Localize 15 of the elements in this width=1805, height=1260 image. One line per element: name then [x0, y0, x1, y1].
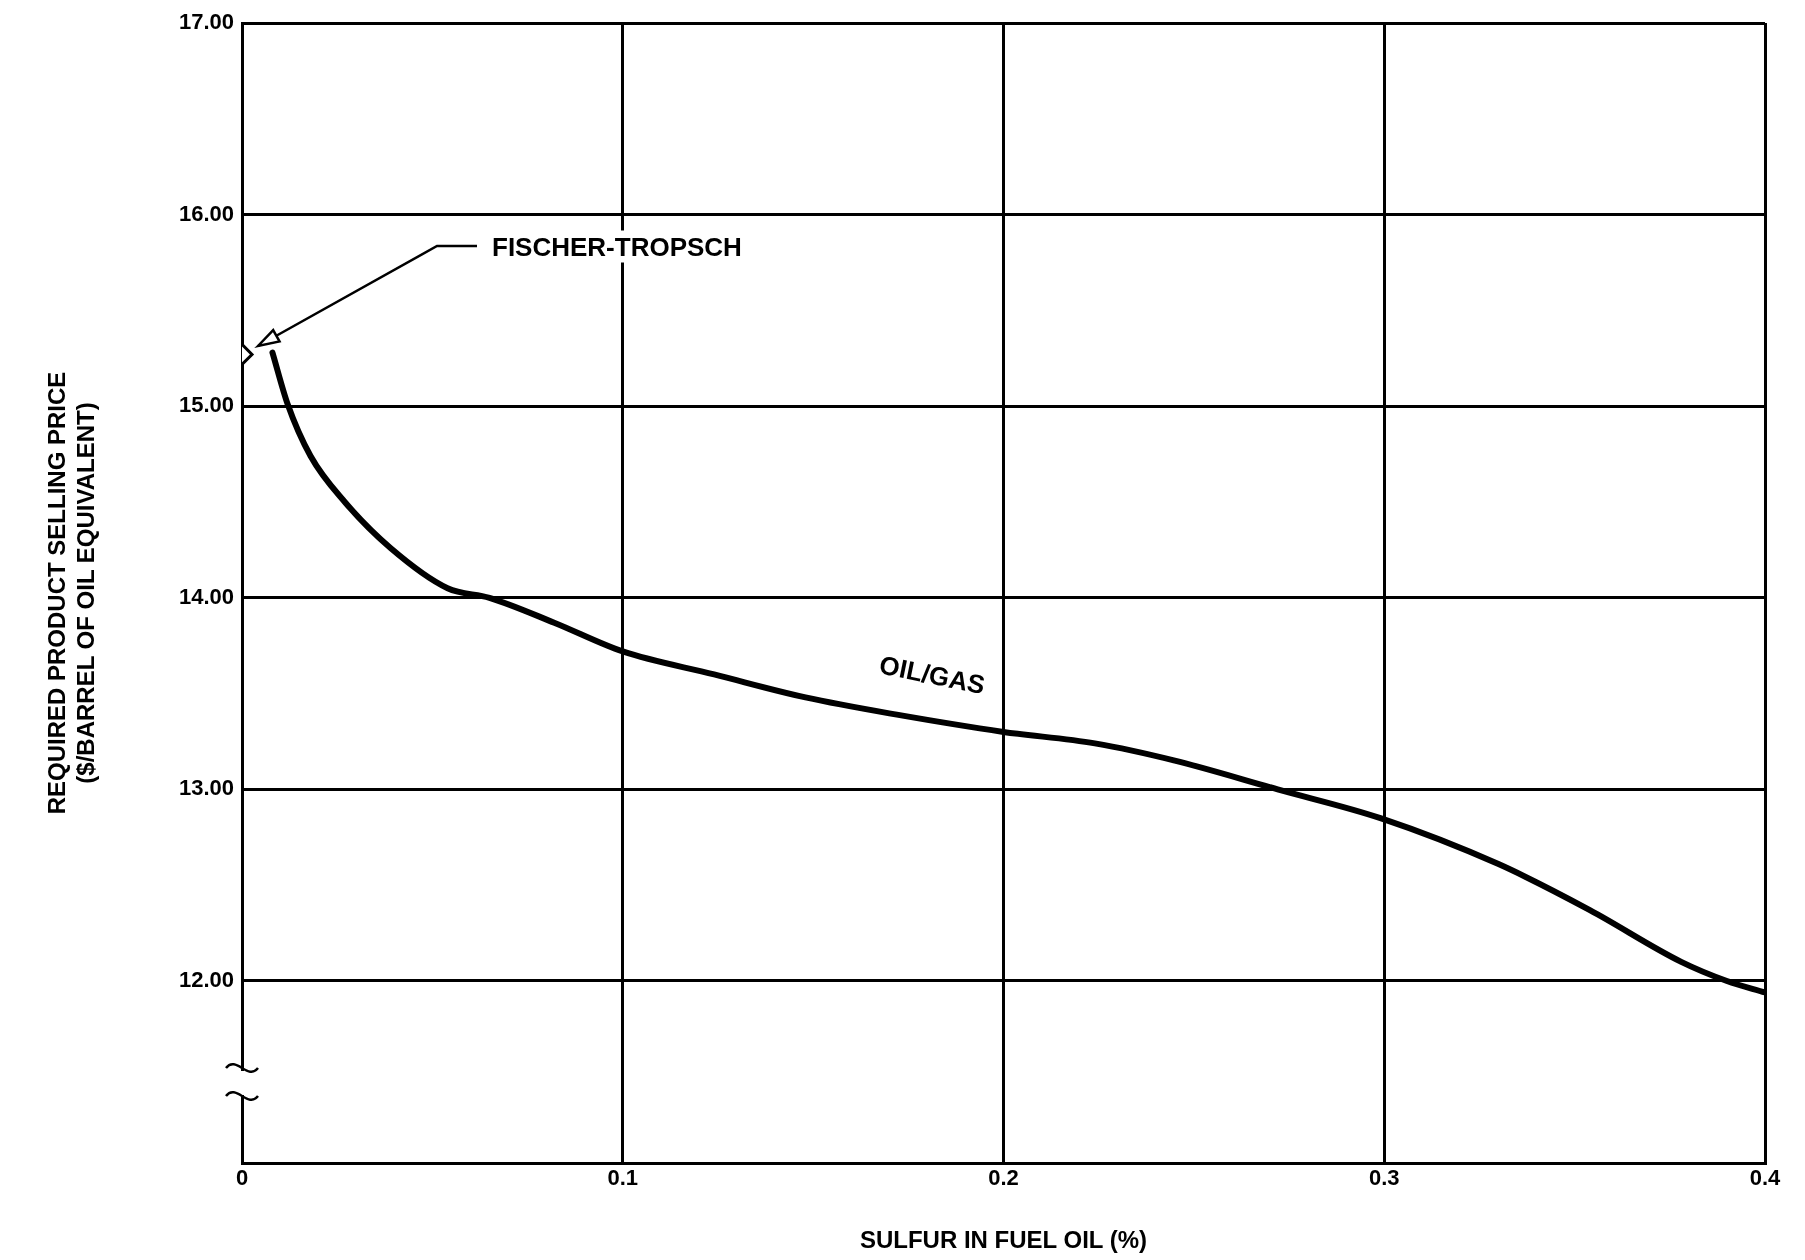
y-tick-label: 17.00 — [178, 9, 234, 35]
x-tick-label: 0 — [235, 1165, 249, 1191]
y-tick-label: 15.00 — [178, 392, 234, 418]
x-tick-label: 0.3 — [1368, 1165, 1400, 1191]
x-tick-label: 0.2 — [988, 1165, 1019, 1191]
y-tick-label: 12.00 — [178, 967, 234, 993]
x-axis-title: SULFUR IN FUEL OIL (%) — [859, 1226, 1148, 1254]
text: FISCHER-TROPSCH — [492, 231, 742, 262]
y-axis-title: REQUIRED PRODUCT SELLING PRICE ($/BARREL OF OIL EQUIVALENT) — [43, 371, 99, 815]
text: OIL/GAS — [876, 649, 988, 701]
x-tick-label: 0.1 — [607, 1165, 639, 1191]
y-tick-label: 14.00 — [178, 583, 234, 609]
y-tick-label: 13.00 — [178, 775, 234, 801]
y-tick-label: 16.00 — [178, 200, 234, 226]
x-tick-label: 0.4 — [1749, 1165, 1782, 1191]
